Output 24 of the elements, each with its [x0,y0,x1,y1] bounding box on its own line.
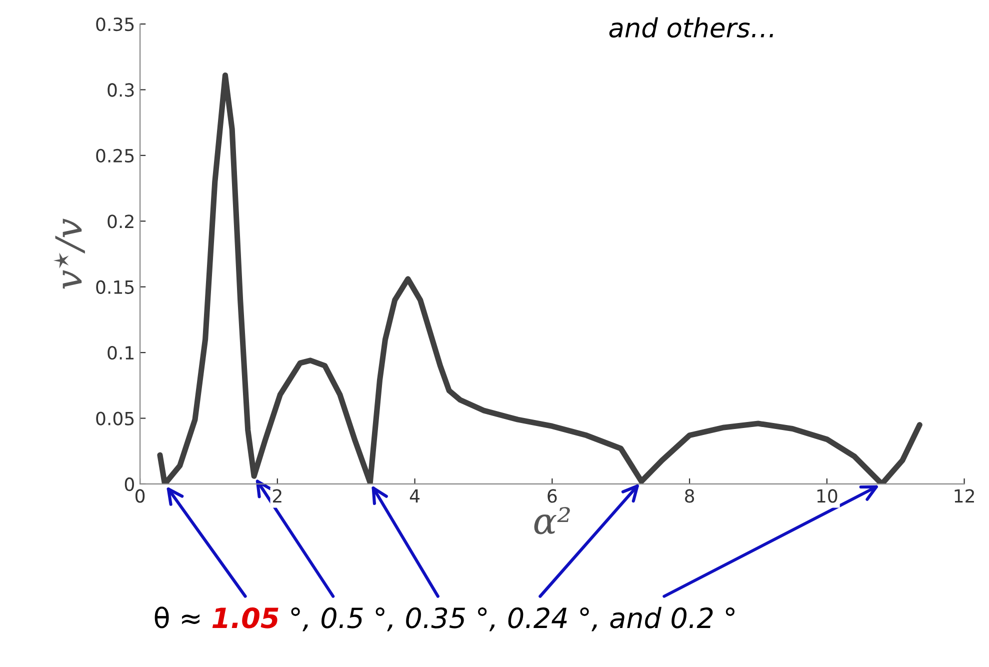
x-axis-title: α² [534,506,570,534]
y-tick-label: 0.05 [96,412,134,426]
x-tick-label: 12 [954,489,974,503]
x-tick-label: 8 [685,489,694,503]
x-tick-label: 6 [548,489,557,503]
y-axis-title: v$^{⋆}$/v [53,218,85,289]
y-tick-label: 0.35 [96,17,134,32]
x-tick-label: 10 [817,489,838,503]
text: θ ≈ [154,606,200,628]
y-tick-label: 0 [124,477,134,492]
x-tick-label: 2 [272,489,282,503]
y-tick-label: 0.1 [108,346,134,360]
annotation: , 0.24 ° [489,607,589,632]
annotation: 1.05 [212,607,278,628]
annotation: °, 0.5 ° [291,607,384,632]
x-tick-label: 4 [410,489,420,503]
x-tick-label: 0 [135,489,145,503]
y-tick-label: 0.3 [108,83,134,97]
annotation: and others… [609,17,773,38]
y-tick-label: 0.25 [96,148,134,163]
y-tick-label: 0.2 [108,214,134,228]
y-tick-label: 0.15 [96,280,134,294]
annotation: , 0.35 ° [387,607,487,632]
annotation: , and 0.2 ° [592,606,734,632]
